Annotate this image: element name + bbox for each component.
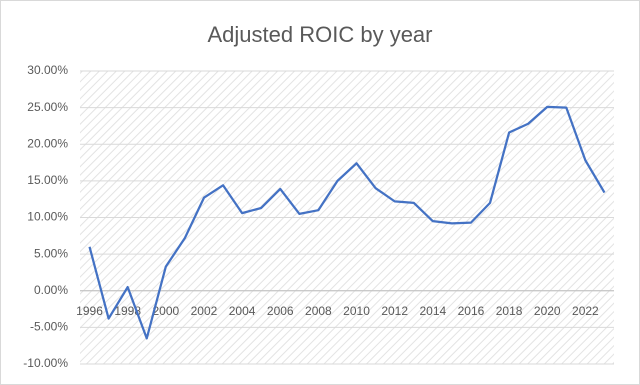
y-tick-label: 15.00%: [27, 173, 68, 187]
x-tick-label: 2020: [534, 304, 561, 318]
y-tick-label: 5.00%: [34, 246, 68, 260]
x-tick-label: 2014: [419, 304, 446, 318]
x-tick-label: 2012: [381, 304, 408, 318]
y-tick-label: 20.00%: [27, 136, 68, 150]
x-tick-label: 2002: [191, 304, 218, 318]
x-tick-label: 1996: [76, 304, 103, 318]
y-tick-label: 0.00%: [34, 283, 68, 297]
chart-title: Adjusted ROIC by year: [208, 22, 433, 47]
y-tick-label: 10.00%: [27, 210, 68, 224]
x-tick-label: 2022: [572, 304, 599, 318]
x-tick-label: 2000: [152, 304, 179, 318]
x-tick-label: 2016: [458, 304, 485, 318]
data-line: [88, 105, 606, 340]
y-tick-label: 25.00%: [27, 100, 68, 114]
x-tick-label: 2008: [305, 304, 332, 318]
x-tick-label: 2004: [229, 304, 256, 318]
y-tick-label: -5.00%: [30, 320, 68, 334]
x-tick-label: 2018: [496, 304, 523, 318]
y-tick-label: -10.00%: [23, 356, 68, 370]
x-tick-label: 2010: [343, 304, 370, 318]
x-tick-label: 2006: [267, 304, 294, 318]
y-tick-label: 30.00%: [27, 63, 68, 77]
